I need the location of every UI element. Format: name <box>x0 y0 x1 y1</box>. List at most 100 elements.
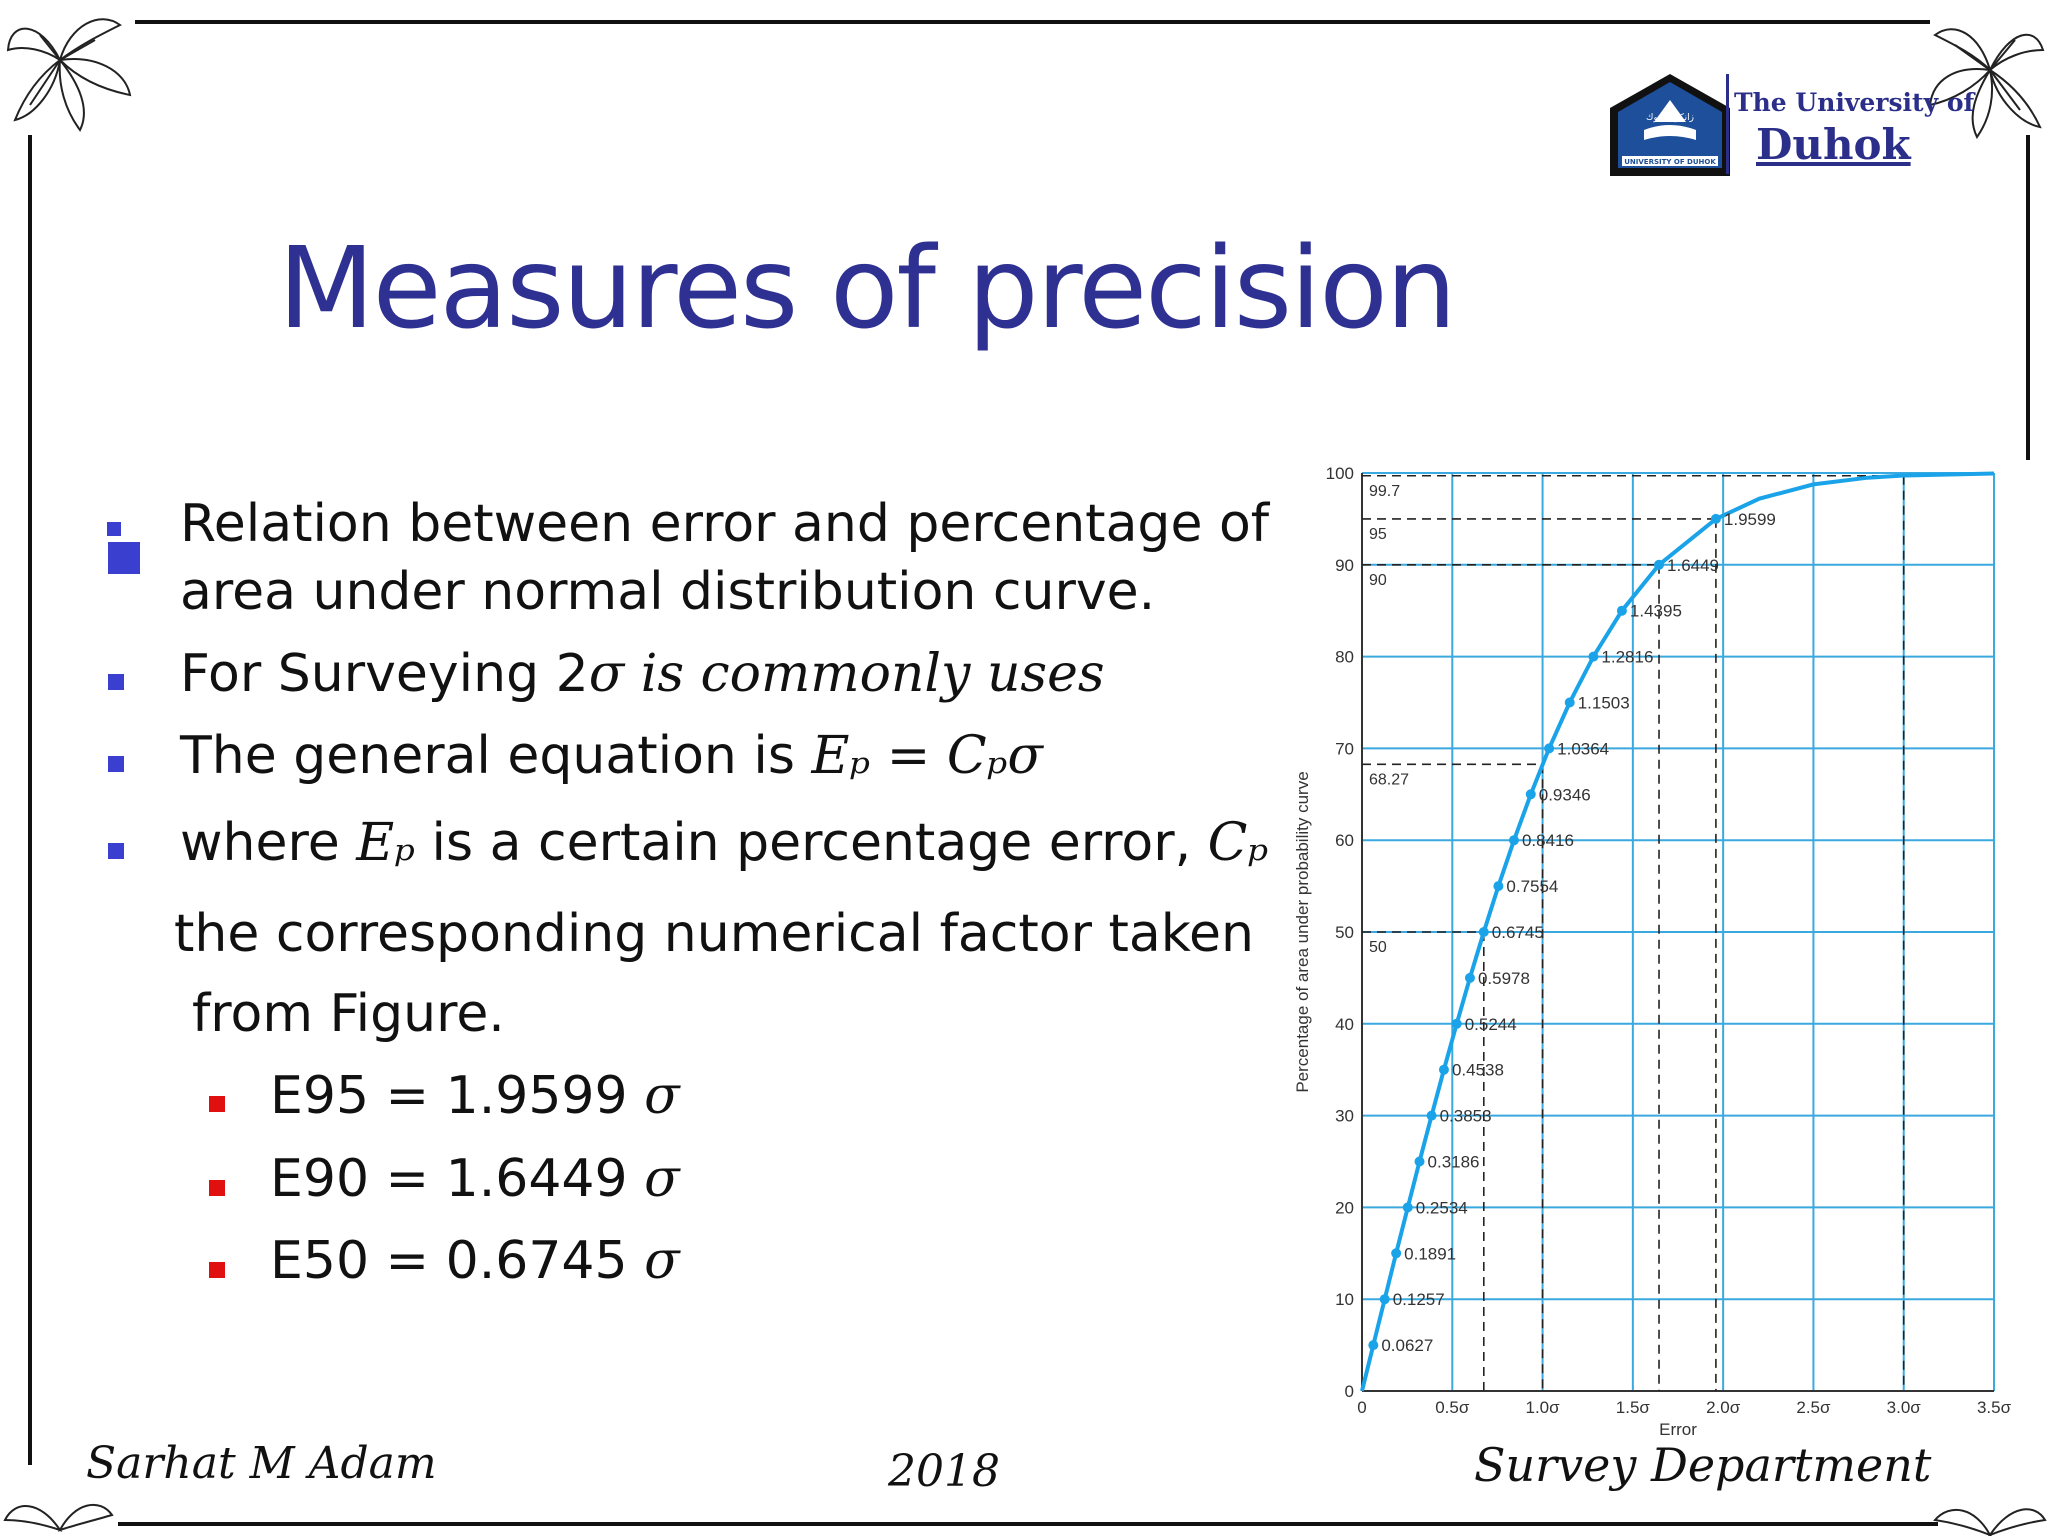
y-tick-label: 60 <box>1335 831 1354 850</box>
math-ep: Eₚ <box>356 813 416 873</box>
x-tick-label: 3.5σ <box>1977 1398 2012 1417</box>
bullet-marker <box>108 843 124 859</box>
data-point-label: 0.9346 <box>1539 785 1591 804</box>
reference-label: 90 <box>1369 572 1387 589</box>
y-tick-label: 20 <box>1335 1198 1354 1217</box>
y-tick-label: 50 <box>1335 923 1354 942</box>
footer-author: Sarhat M Adam <box>86 1438 437 1489</box>
y-tick-label: 30 <box>1335 1107 1354 1126</box>
data-point-label: 1.1503 <box>1578 694 1630 713</box>
frame-left-line <box>28 135 32 1465</box>
bullet-text: For Surveying 2σ is commonly uses <box>180 648 1105 700</box>
sub-bullet-marker <box>209 1262 225 1278</box>
y-axis-title: Percentage of area under probability cur… <box>1293 771 1312 1092</box>
data-point-label: 0.7554 <box>1506 877 1558 896</box>
normal-distribution-chart: 0 0.5σ 1.0σ 1.5σ 2.0σ 2.5σ 3.0σ 3.5σ 0 10 20 30 40 50… <box>1293 464 2012 1439</box>
data-point-label: 1.6449 <box>1667 556 1719 575</box>
sub-bullet-marker <box>209 1096 225 1112</box>
svg-text:زانكويا دهوك: زانكويا دهوك <box>1646 113 1694 123</box>
data-point-label: 0.5978 <box>1478 969 1530 988</box>
svg-text:UNIVERSITY OF DUHOK: UNIVERSITY OF DUHOK <box>1624 158 1716 166</box>
reference-label: 50 <box>1369 939 1387 956</box>
y-tick-label: 10 <box>1335 1290 1354 1309</box>
data-point-label: 0.1257 <box>1393 1290 1445 1309</box>
sub-bullet-plain: E95 = 1.9599 <box>270 1066 645 1126</box>
data-point-label: 0.1891 <box>1404 1244 1456 1263</box>
data-point <box>1478 927 1489 937</box>
flower-ornament-top-right <box>1928 28 2045 139</box>
bullet-text: the corresponding numerical factor taken <box>174 904 1254 964</box>
sub-bullet-plain: E50 = 0.6745 <box>270 1231 645 1291</box>
flower-ornament-bottom-left <box>3 1504 114 1532</box>
bullet-text: where Eₚ is a certain percentage error, … <box>180 817 1268 869</box>
data-point-label: 0.4538 <box>1452 1061 1504 1080</box>
data-point <box>1544 743 1555 754</box>
data-point <box>1451 1018 1462 1029</box>
sigma-symbol: σ <box>644 1231 680 1291</box>
university-name-line2: Duhok <box>1756 120 1911 169</box>
university-logo: زانكويا دهوك UNIVERSITY OF DUHOK <box>1600 70 1740 178</box>
data-point-label: 0.0627 <box>1381 1336 1433 1355</box>
math-cp: Cₚ <box>1207 813 1269 873</box>
footer-department: Survey Department <box>1474 1438 1932 1492</box>
data-point <box>1588 651 1599 662</box>
data-point <box>1464 972 1475 983</box>
y-tick-label: 100 <box>1326 464 1354 483</box>
y-tick-label: 90 <box>1335 556 1354 575</box>
data-point-label: 1.4395 <box>1630 602 1682 621</box>
data-point <box>1426 1110 1437 1121</box>
reference-label: 99.7 <box>1369 483 1400 500</box>
y-tick-label: 40 <box>1335 1015 1354 1034</box>
bullet-text: The general equation is Eₚ = Cₚσ <box>180 730 1043 782</box>
sub-bullet-marker <box>209 1180 225 1196</box>
bullet-text-plain: For Surveying 2 <box>180 644 589 704</box>
data-point-label: 0.8416 <box>1522 831 1574 850</box>
data-point-label: 1.9599 <box>1724 510 1776 529</box>
x-tick-label: 2.0σ <box>1706 1398 1741 1417</box>
data-point <box>1616 605 1627 616</box>
data-point <box>1438 1064 1449 1075</box>
bullet-text-plain: is a certain percentage error, <box>415 813 1208 873</box>
data-point <box>1379 1294 1390 1305</box>
sub-bullet-plain: E90 = 1.6449 <box>270 1149 645 1209</box>
bullet-marker <box>108 542 140 574</box>
equation: Eₚ = Cₚσ <box>811 726 1043 786</box>
bullet-text: from Figure. <box>192 984 505 1044</box>
data-point <box>1508 835 1519 846</box>
frame-top-line <box>135 20 1930 24</box>
sub-bullet-text: E50 = 0.6745 σ <box>270 1235 680 1287</box>
flower-ornament-top-left <box>6 18 132 132</box>
x-tick-label: 0.5σ <box>1435 1398 1470 1417</box>
university-name-line1: The University of <box>1734 88 1975 117</box>
sigma-symbol: σ <box>644 1066 680 1126</box>
data-point <box>1564 697 1575 708</box>
data-point-label: 0.5244 <box>1465 1015 1517 1034</box>
data-point-label: 0.6745 <box>1492 923 1544 942</box>
frame-bottom-line <box>118 1522 1938 1526</box>
reference-label: 95 <box>1369 526 1387 543</box>
data-point-label: 0.3853 <box>1440 1107 1492 1126</box>
footer-year: 2018 <box>888 1446 1000 1497</box>
data-point <box>1414 1156 1425 1167</box>
bullet-text-plain: where <box>180 813 357 873</box>
data-point <box>1402 1202 1413 1213</box>
x-tick-label: 2.5σ <box>1796 1398 1831 1417</box>
x-tick-label: 0 <box>1357 1398 1366 1417</box>
data-point-label: 1.0364 <box>1557 739 1609 758</box>
slide-title: Measures of precision <box>278 224 1457 354</box>
data-point-label: 0.3186 <box>1428 1153 1480 1172</box>
x-tick-label: 1.0σ <box>1526 1398 1561 1417</box>
bullet-text: Relation between error and percentage of <box>180 494 1270 554</box>
y-tick-label: 80 <box>1335 648 1354 667</box>
y-tick-label: 70 <box>1335 739 1354 758</box>
data-point <box>1391 1248 1402 1259</box>
data-point <box>1710 513 1721 524</box>
bullet-marker <box>107 522 121 536</box>
data-point <box>1493 881 1504 892</box>
sub-bullet-text: E95 = 1.9599 σ <box>270 1070 680 1122</box>
bullet-marker <box>108 674 124 690</box>
data-point <box>1654 559 1665 570</box>
x-tick-label: 3.0σ <box>1887 1398 1922 1417</box>
frame-right-line <box>2026 135 2030 460</box>
y-tick-label: 0 <box>1345 1382 1354 1401</box>
